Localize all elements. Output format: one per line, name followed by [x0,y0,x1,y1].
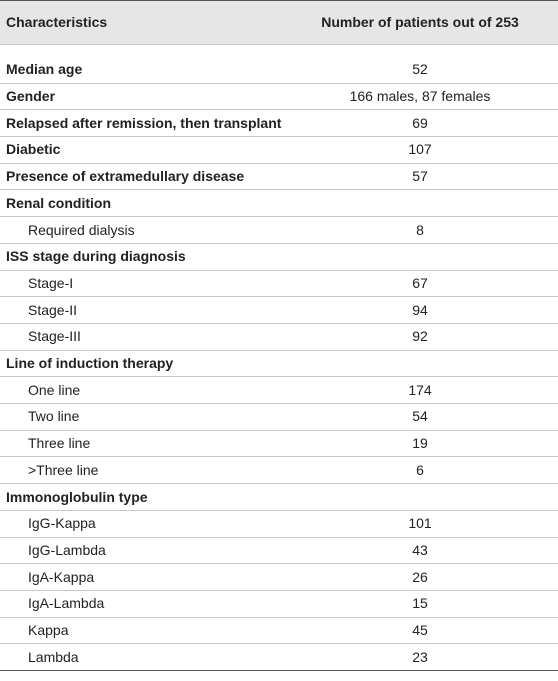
row-value: 26 [412,568,428,585]
row-value: 19 [412,435,428,452]
sub-row-label: Two line [28,408,80,425]
row-rule [0,83,558,84]
row-value: 92 [412,328,428,345]
row-rule [0,270,558,271]
row-rule [0,510,558,511]
row-value: 6 [416,461,424,478]
row-label: ISS stage during diagnosis [6,248,186,265]
row-value: 23 [412,648,428,665]
row-value: 15 [412,595,428,612]
row-rule [0,109,558,110]
row-label: Median age [6,61,83,78]
sub-row-label: Kappa [28,622,69,639]
sub-row-label: Stage-I [28,274,74,291]
row-value: 94 [412,301,428,318]
row-rule [0,136,558,137]
row-label: Diabetic [6,141,61,158]
row-rule [0,617,558,618]
row-value: 67 [412,274,428,291]
row-rule [0,216,558,217]
row-rule [0,243,558,244]
sub-row-label: IgG-Lambda [28,541,106,558]
bottom-rule [0,670,558,671]
row-rule [0,403,558,404]
row-rule [0,590,558,591]
sub-row-label: Stage-II [28,301,78,318]
row-rule [0,430,558,431]
row-value: 54 [412,408,428,425]
row-rule [0,350,558,351]
row-value: 174 [408,381,432,398]
row-value: 8 [416,221,424,238]
sub-row-label: IgA-Lambda [28,595,105,612]
sub-row-label: Three line [28,435,91,452]
row-rule [0,323,558,324]
sub-row-label: IgA-Kappa [28,568,95,585]
row-rule [0,163,558,164]
row-label: Presence of extramedullary disease [6,168,245,185]
row-label: Relapsed after remission, then transplan… [6,114,282,131]
row-value: 52 [412,61,428,78]
row-rule [0,563,558,564]
header-cell: Number of patients out of 253 [321,14,519,30]
row-value: 45 [412,622,428,639]
sub-row-label: Required dialysis [28,221,135,238]
row-value: 101 [408,515,432,532]
row-value: 43 [412,541,428,558]
row-label: Line of induction therapy [6,355,174,372]
header-background [0,1,558,44]
row-value: 107 [408,141,432,158]
sub-row-label: Stage-III [28,328,81,345]
row-rule [0,296,558,297]
row-rule [0,189,558,190]
header-rule [0,44,558,45]
top-rule [0,0,558,1]
row-value: 57 [412,168,428,185]
row-value: 69 [412,114,428,131]
sub-row-label: One line [28,381,81,398]
row-rule [0,483,558,484]
row-rule [0,456,558,457]
sub-row-label: IgG-Kappa [28,515,96,532]
row-rule [0,643,558,644]
row-rule [0,376,558,377]
row-label: Immonoglobulin type [6,488,148,505]
sub-row-label: Lambda [28,648,79,665]
row-label: Gender [6,88,56,105]
header-cell: Characteristics [6,14,108,30]
sub-row-label: >Three line [28,461,99,478]
row-value: 166 males, 87 females [349,88,491,105]
row-rule [0,537,558,538]
row-label: Renal condition [6,194,111,211]
